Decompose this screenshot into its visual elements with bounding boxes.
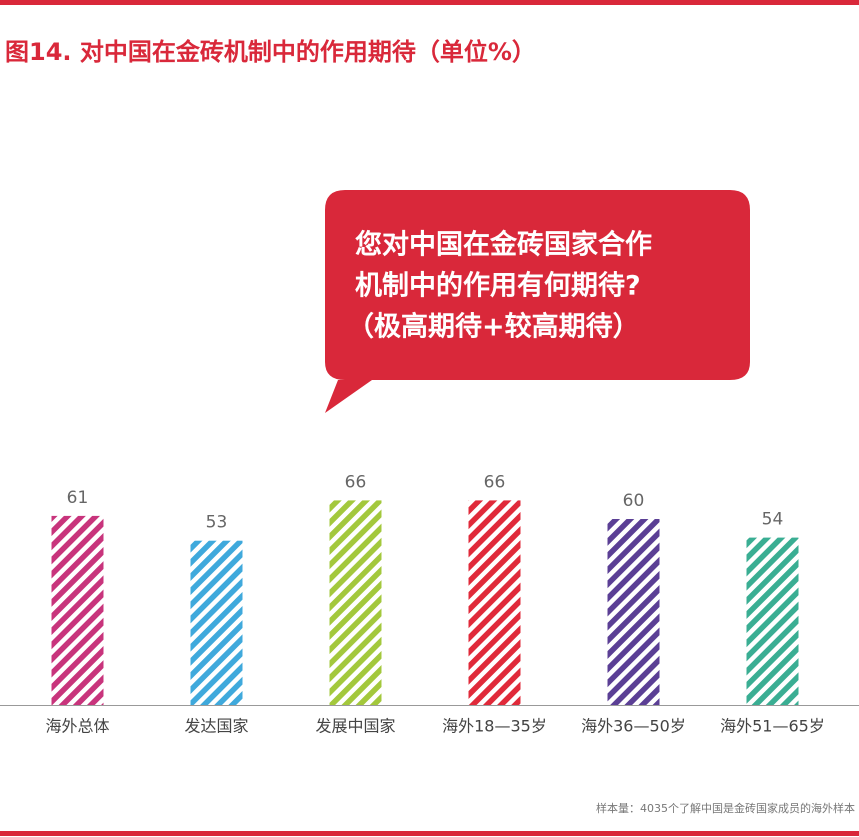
value-label: 54 — [762, 510, 784, 530]
bar — [607, 519, 660, 705]
footnote: 样本量：4035个了解中国是金砖国家成员的海外样本 — [596, 801, 855, 815]
bar — [51, 515, 104, 705]
bar — [468, 500, 521, 705]
chart-title: 图14. 对中国在金砖机制中的作用期待（单位%） — [5, 38, 536, 66]
x-tick-label: 海外36—50岁 — [581, 717, 686, 736]
x-tick-label: 发展中国家 — [315, 717, 395, 736]
bubble-text: 机制中的作用有何期待? — [355, 270, 641, 302]
x-tick-label: 海外51—65岁 — [720, 717, 825, 736]
value-label: 53 — [206, 513, 228, 533]
value-label: 66 — [484, 472, 506, 492]
x-tick-label: 发达国家 — [184, 717, 248, 736]
bubble-text: 您对中国在金砖国家合作 — [355, 229, 652, 261]
x-tick-label: 海外总体 — [45, 717, 109, 736]
bubble-text: （极高期待+较高期待） — [347, 311, 640, 343]
bar — [746, 537, 799, 705]
bottom-rule — [0, 831, 859, 836]
x-tick-label: 海外18—35岁 — [442, 717, 547, 736]
value-label: 61 — [67, 488, 89, 508]
bar — [190, 540, 243, 705]
top-rule — [0, 0, 859, 5]
value-label: 66 — [345, 472, 367, 492]
speech-bubble — [325, 190, 750, 413]
value-label: 60 — [623, 491, 645, 511]
bar — [329, 500, 382, 705]
